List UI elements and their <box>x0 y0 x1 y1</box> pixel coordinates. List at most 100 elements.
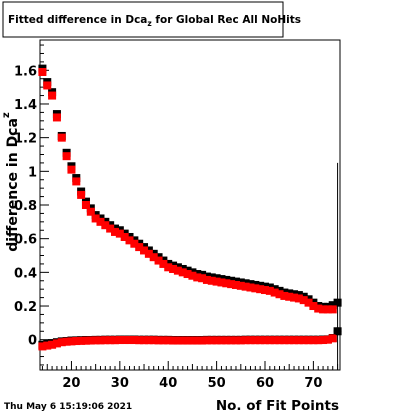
data-point <box>304 336 313 345</box>
data-point <box>241 336 250 345</box>
data-point <box>57 338 66 347</box>
data-point <box>164 263 173 272</box>
data-point <box>290 336 299 345</box>
data-point <box>43 81 52 90</box>
data-point <box>111 227 119 236</box>
data-point <box>173 336 182 345</box>
data-point <box>261 286 269 295</box>
y-tick-label: 0.2 <box>14 300 37 315</box>
data-point <box>183 270 192 279</box>
data-point <box>246 283 255 292</box>
data-point <box>173 266 182 275</box>
data-point <box>164 336 173 345</box>
data-point <box>130 239 139 248</box>
data-point <box>144 249 153 258</box>
data-point <box>314 304 323 313</box>
data-point <box>188 271 197 280</box>
data-point <box>120 336 129 345</box>
title-frame <box>2 1 284 38</box>
data-point <box>86 336 95 345</box>
data-point <box>101 336 110 345</box>
data-point <box>48 340 57 349</box>
data-point <box>43 341 52 350</box>
data-point <box>67 337 76 346</box>
data-point <box>91 214 100 223</box>
data-point <box>144 336 153 345</box>
data-point <box>198 336 207 345</box>
data-point <box>111 336 119 345</box>
data-point <box>314 336 323 345</box>
data-point <box>198 274 207 283</box>
data-point <box>188 336 197 345</box>
data-point <box>169 336 178 345</box>
title-box: Fitted difference in Dcaz for Global Rec… <box>2 1 301 38</box>
data-point <box>202 336 211 345</box>
data-point <box>256 285 265 294</box>
data-point <box>285 336 294 345</box>
x-tick-label: 30 <box>111 376 129 391</box>
data-point <box>328 301 337 310</box>
data-point <box>207 276 216 285</box>
x-tick-label: 60 <box>256 376 274 391</box>
x-tick-label: 70 <box>304 376 322 391</box>
data-point <box>77 336 86 345</box>
data-point <box>38 342 47 351</box>
data-point <box>231 280 240 289</box>
data-point <box>304 298 313 307</box>
data-point <box>81 336 90 345</box>
data-point <box>212 277 221 286</box>
data-point <box>222 279 231 288</box>
data-point <box>251 284 260 293</box>
data-point <box>62 152 71 161</box>
data-point <box>125 336 134 345</box>
data-point <box>323 305 332 314</box>
data-point <box>227 280 236 289</box>
data-point <box>246 336 255 345</box>
data-point <box>86 207 95 216</box>
data-point <box>57 133 66 142</box>
data-point <box>231 336 240 345</box>
y-axis-label: difference in Dcaz <box>1 112 21 252</box>
data-point <box>319 305 328 314</box>
data-point <box>193 336 202 345</box>
data-point <box>149 336 158 345</box>
timestamp: Thu May 6 15:19:06 2021 <box>4 402 132 412</box>
data-point <box>309 336 318 345</box>
y-tick-label: 1 <box>28 165 37 180</box>
data-point <box>275 290 284 299</box>
data-point <box>275 336 284 345</box>
data-point <box>52 339 61 348</box>
data-point <box>115 336 124 345</box>
data-point <box>125 236 134 245</box>
data-point <box>270 288 279 297</box>
data-point <box>135 336 144 345</box>
data-point <box>106 224 115 233</box>
data-point <box>328 305 337 314</box>
data-point <box>294 294 303 303</box>
data-point <box>207 336 216 345</box>
data-point <box>101 221 110 230</box>
y-tick-label: 0.4 <box>14 266 37 281</box>
data-point <box>212 336 221 345</box>
y-tick-label: 0.8 <box>14 199 37 214</box>
data-point <box>130 336 139 345</box>
data-point <box>72 177 81 186</box>
data-point <box>227 336 236 345</box>
data-point <box>299 296 308 305</box>
x-tick-label: 40 <box>159 376 177 391</box>
chart-title: Fitted difference in Dcaz for Global Rec… <box>8 14 301 28</box>
data-point <box>38 67 47 76</box>
data-point <box>91 336 100 345</box>
data-point <box>241 282 250 291</box>
data-point <box>154 336 163 345</box>
data-point <box>193 273 202 282</box>
data-point <box>159 259 168 268</box>
y-tick-label: 1.4 <box>14 98 37 113</box>
data-point <box>280 291 289 300</box>
data-point <box>217 336 226 345</box>
data-point <box>159 336 168 345</box>
data-point <box>183 336 192 345</box>
data-point <box>115 229 124 238</box>
data-point <box>140 336 149 345</box>
data-point <box>323 335 332 344</box>
